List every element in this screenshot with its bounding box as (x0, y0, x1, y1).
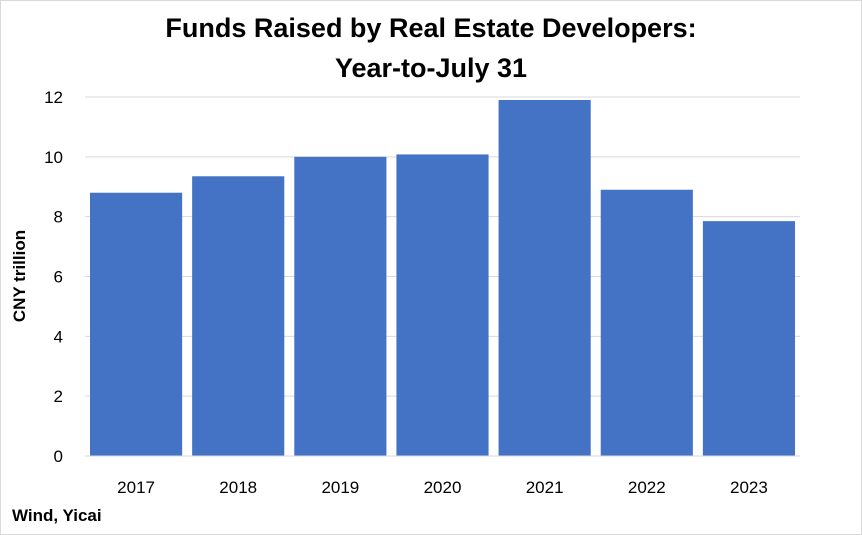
y-tick-label: 4 (54, 327, 63, 346)
bar (702, 221, 795, 456)
x-tick-label: 2023 (730, 478, 768, 497)
y-tick-label: 12 (44, 88, 63, 107)
x-tick-label: 2020 (424, 478, 462, 497)
x-tick-label: 2019 (321, 478, 359, 497)
y-tick-label: 6 (54, 268, 63, 287)
x-tick-label: 2017 (117, 478, 155, 497)
y-tick-label: 0 (54, 447, 63, 466)
source-note: Wind, Yicai (12, 506, 102, 525)
bar (498, 99, 591, 456)
bar (600, 189, 693, 456)
y-tick-label: 10 (44, 148, 63, 167)
bar (192, 176, 285, 456)
y-tick-label: 8 (54, 208, 63, 227)
chart-title-line-1: Funds Raised by Real Estate Developers: (165, 13, 697, 43)
x-tick-label: 2022 (628, 478, 666, 497)
bar (294, 156, 387, 457)
bar (90, 192, 183, 456)
x-tick-label: 2021 (526, 478, 564, 497)
bar (396, 154, 489, 456)
chart-title-line-2: Year-to-July 31 (334, 53, 528, 83)
x-tick-label: 2018 (219, 478, 257, 497)
y-tick-label: 2 (54, 387, 63, 406)
